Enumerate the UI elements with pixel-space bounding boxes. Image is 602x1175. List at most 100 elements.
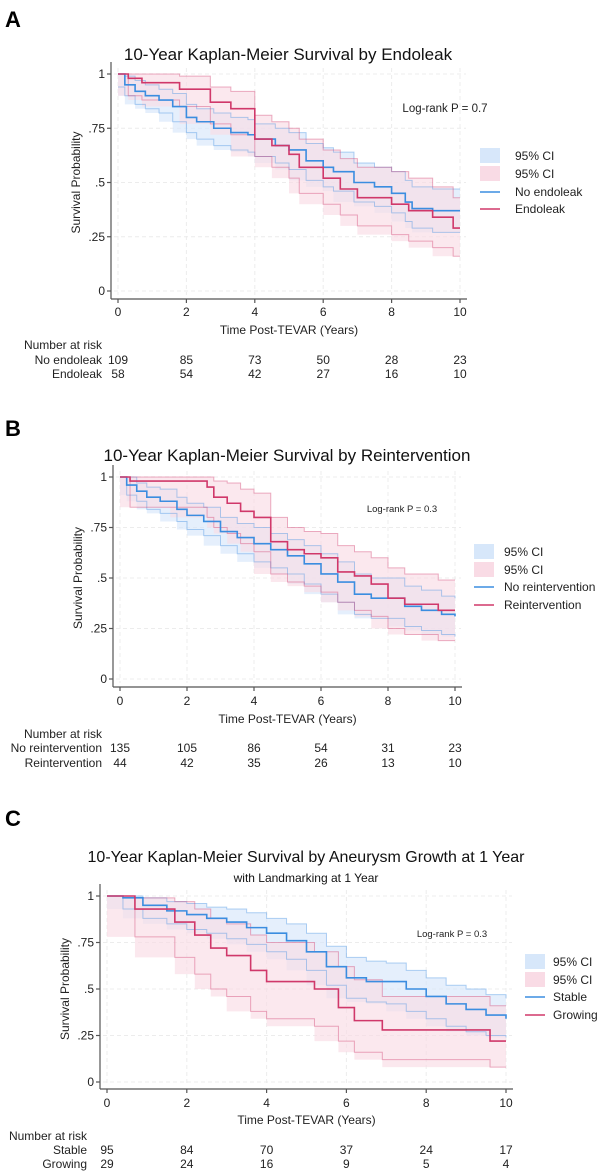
risk-value: 23 (453, 353, 467, 367)
ci-bound-lo (120, 476, 456, 637)
x-axis-label: Time Post-TEVAR (Years) (218, 712, 356, 726)
survival-curve-endoleak (118, 73, 460, 229)
risk-value: 24 (180, 1157, 194, 1171)
legend-swatch-ci (474, 562, 494, 577)
ci-bound-hi (118, 73, 460, 190)
panel-label: A (5, 7, 21, 32)
y-tick-label: 1 (87, 889, 94, 903)
y-tick-label: .75 (77, 936, 94, 950)
panel-label: B (5, 416, 21, 441)
legend-item: 95% CI (504, 545, 543, 559)
risk-row-label: No reintervention (11, 741, 102, 755)
risk-value: 73 (248, 353, 262, 367)
y-axis-label: Survival Probability (58, 938, 72, 1040)
y-axis-label: Survival Probability (71, 527, 85, 629)
risk-value: 4 (503, 1157, 510, 1171)
risk-value: 16 (385, 367, 399, 381)
risk-row-label: Endoleak (52, 367, 103, 381)
panel-a: A 10-Year Kaplan-Meier Survival by Endole… (5, 7, 583, 381)
ci-band-endoleak (118, 74, 460, 257)
risk-value: 16 (260, 1157, 274, 1171)
y-tick-label: 1 (100, 470, 107, 484)
x-tick-label: 4 (251, 694, 258, 708)
risk-value: 13 (381, 756, 395, 770)
risk-row-label: Stable (53, 1143, 87, 1157)
ci-bound-hi (120, 476, 455, 581)
ci-bound-lo (118, 86, 460, 233)
y-axis-label: Survival Probability (69, 131, 83, 233)
legend-item: 95% CI (515, 149, 554, 163)
log-rank-annotation: Log-rank P = 0.3 (367, 504, 437, 515)
y-tick-label: 1 (98, 67, 105, 81)
legend-swatch-ci (525, 972, 545, 987)
ci-bound-lo (118, 73, 460, 257)
survival-curve-growing (107, 895, 506, 1042)
x-tick-label: 4 (251, 305, 258, 319)
ci-band-reintervention (120, 477, 455, 641)
risk-value: 17 (499, 1143, 513, 1157)
legend-swatch-ci (525, 954, 545, 969)
legend-item: No endoleak (515, 185, 583, 199)
y-tick-label: .75 (90, 521, 107, 535)
x-tick-label: 0 (115, 305, 122, 319)
x-tick-label: 0 (104, 1096, 111, 1110)
ci-bound-hi (118, 73, 460, 199)
risk-value: 84 (180, 1143, 194, 1157)
panel-c: C 10-Year Kaplan-Meier Survival by Aneury… (5, 806, 598, 1171)
risk-table-title: Number at risk (24, 338, 103, 352)
risk-value: 28 (385, 353, 399, 367)
risk-table-title: Number at risk (9, 1129, 88, 1143)
log-rank-annotation: Log-rank P = 0.7 (402, 103, 487, 115)
risk-table-title: Number at risk (24, 727, 103, 741)
risk-row-label: Growing (42, 1157, 87, 1171)
risk-value: 54 (180, 367, 194, 381)
legend-item: No reintervention (504, 580, 595, 594)
legend-item: 95% CI (504, 563, 543, 577)
risk-value: 42 (248, 367, 262, 381)
log-rank-annotation: Log-rank P = 0.3 (417, 929, 487, 940)
risk-value: 5 (423, 1157, 430, 1171)
panel-b: B 10-Year Kaplan-Meier Survival by Reinte… (5, 416, 595, 770)
risk-value: 109 (108, 353, 128, 367)
x-tick-label: 2 (183, 1096, 190, 1110)
risk-value: 85 (180, 353, 194, 367)
x-tick-label: 10 (453, 305, 467, 319)
x-tick-label: 2 (183, 305, 190, 319)
x-tick-label: 0 (117, 694, 124, 708)
y-tick-label: 0 (100, 672, 107, 686)
x-tick-label: 6 (343, 1096, 350, 1110)
risk-row-label: No endoleak (35, 353, 103, 367)
legend-item: 95% CI (553, 955, 592, 969)
panel-label: C (5, 806, 21, 831)
x-tick-label: 8 (423, 1096, 430, 1110)
risk-value: 24 (420, 1143, 434, 1157)
chart-title: 10-Year Kaplan-Meier Survival by Endolea… (124, 45, 453, 64)
legend-item: Endoleak (515, 202, 566, 216)
risk-value: 58 (111, 367, 125, 381)
ci-bound-lo (107, 895, 506, 1068)
legend-item: Reintervention (504, 598, 581, 612)
ci-bound-lo (107, 895, 507, 1038)
y-tick-label: .75 (88, 121, 105, 135)
ci-bound-lo (120, 476, 455, 642)
y-tick-label: .25 (77, 1029, 94, 1043)
risk-value: 70 (260, 1143, 274, 1157)
ci-bound-hi (107, 895, 506, 1007)
chart-subtitle: with Landmarking at 1 Year (233, 871, 379, 885)
x-tick-label: 6 (320, 305, 327, 319)
legend-item: Growing (553, 1008, 598, 1022)
legend-item: 95% CI (515, 167, 554, 181)
risk-value: 105 (177, 741, 197, 755)
risk-value: 35 (247, 756, 261, 770)
risk-value: 135 (110, 741, 130, 755)
risk-value: 29 (100, 1157, 114, 1171)
risk-row-label: Reintervention (25, 756, 102, 770)
legend-swatch-ci (480, 148, 500, 163)
risk-value: 95 (100, 1143, 114, 1157)
x-tick-label: 8 (385, 694, 392, 708)
risk-value: 23 (448, 741, 462, 755)
x-tick-label: 10 (499, 1096, 513, 1110)
risk-value: 27 (317, 367, 331, 381)
risk-value: 42 (180, 756, 194, 770)
